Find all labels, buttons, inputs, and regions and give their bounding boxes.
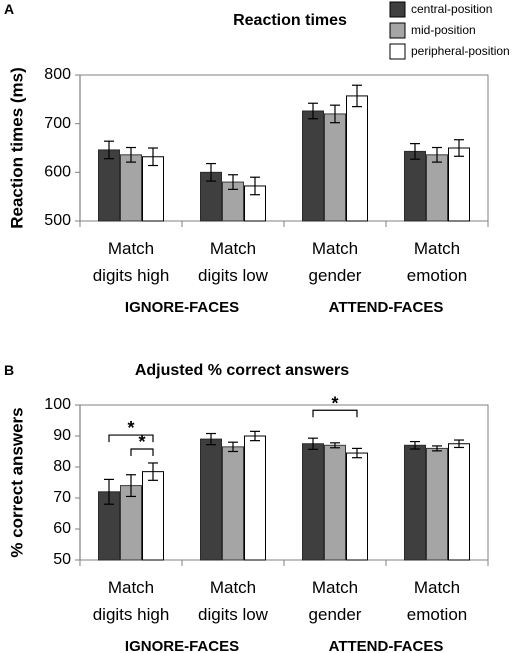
y-tick-label: 800 — [44, 66, 71, 83]
bar — [448, 443, 470, 561]
category-label-line1: Match — [414, 239, 460, 258]
category-label-line2: digits low — [198, 266, 269, 285]
legend-label: peripheral-position — [411, 44, 510, 58]
y-tick-label: 80 — [53, 458, 71, 475]
category-label-line1: Match — [312, 239, 358, 258]
category-label-line2: gender — [309, 605, 362, 624]
y-tick-label: 600 — [44, 164, 71, 181]
group-label: IGNORE-FACES — [125, 299, 239, 316]
significance-star: * — [331, 393, 338, 413]
category-label-line1: Match — [312, 578, 358, 597]
significance-bracket — [108, 434, 154, 443]
group-label: ATTEND-FACES — [329, 299, 444, 316]
significance-star: * — [127, 418, 134, 438]
panel-label: A — [4, 1, 14, 17]
bar — [324, 113, 346, 222]
bar — [346, 95, 368, 222]
legend-swatch — [389, 1, 406, 18]
bar — [244, 435, 266, 561]
category-label-line1: Match — [210, 578, 256, 597]
y-axis-label: % correct answers — [7, 407, 26, 557]
legend-swatch — [389, 43, 406, 60]
y-tick-label: 90 — [53, 427, 71, 444]
y-tick-label: 70 — [53, 489, 71, 506]
y-tick-label: 50 — [53, 551, 71, 568]
group-label: ATTEND-FACES — [329, 638, 444, 653]
significance-star: * — [138, 432, 145, 452]
category-label-line2: digits low — [198, 605, 269, 624]
bar — [426, 447, 448, 561]
bar — [120, 154, 142, 222]
category-label-line1: Match — [210, 239, 256, 258]
y-tick-label: 700 — [44, 115, 71, 132]
panel-label: B — [4, 362, 14, 378]
bar — [222, 446, 244, 561]
bar — [346, 452, 368, 561]
category-label-line1: Match — [108, 239, 154, 258]
category-label-line2: digits high — [93, 605, 170, 624]
bar — [404, 150, 426, 222]
bar — [324, 444, 346, 561]
y-tick-label: 500 — [44, 212, 71, 229]
bar — [302, 443, 324, 561]
significance-bracket — [312, 409, 358, 418]
bar — [426, 154, 448, 222]
chart-title: Reaction times — [233, 12, 347, 29]
legend-label: central-position — [411, 2, 492, 16]
category-label-line1: Match — [414, 578, 460, 597]
bar — [98, 149, 120, 222]
bar — [142, 156, 164, 222]
y-tick-label: 60 — [53, 520, 71, 537]
category-label-line1: Match — [108, 578, 154, 597]
chart-title: Adjusted % correct answers — [135, 362, 349, 379]
legend-swatch — [389, 22, 406, 39]
category-label-line2: emotion — [407, 605, 467, 624]
category-label-line2: digits high — [93, 266, 170, 285]
significance-bracket — [130, 448, 154, 457]
category-label-line2: emotion — [407, 266, 467, 285]
legend-label: mid-position — [411, 23, 476, 37]
bar — [448, 147, 470, 222]
bar — [142, 471, 164, 561]
category-label-line2: gender — [309, 266, 362, 285]
y-tick-label: 100 — [44, 396, 71, 413]
bar — [404, 444, 426, 561]
y-axis-label: Reaction times (ms) — [7, 67, 26, 229]
bar — [200, 438, 222, 561]
bar — [302, 110, 324, 222]
group-label: IGNORE-FACES — [125, 638, 239, 653]
